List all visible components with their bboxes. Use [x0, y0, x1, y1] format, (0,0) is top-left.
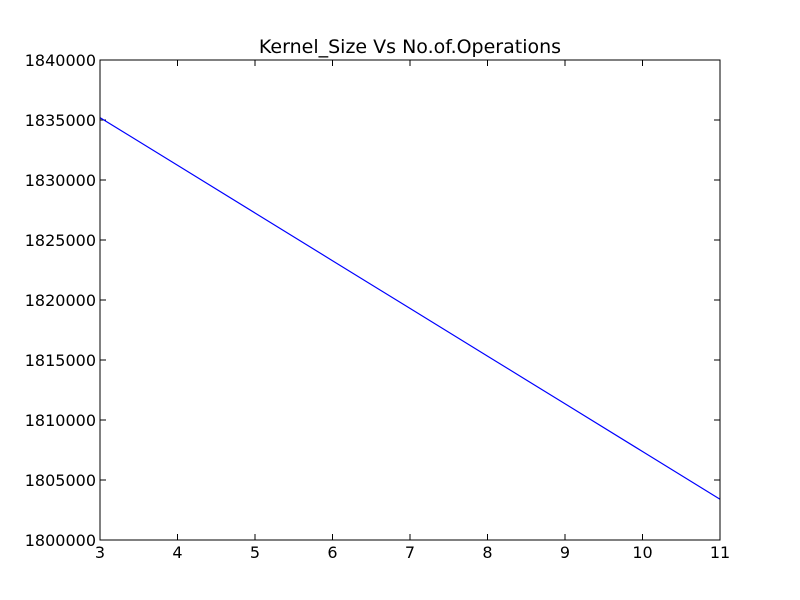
- y-tick-label: 1815000: [25, 351, 96, 370]
- plot-frame: [99, 59, 721, 541]
- y-tick-label: 1820000: [25, 291, 96, 310]
- y-tick-label: 1840000: [25, 51, 96, 70]
- tick-labels: 3 4 5 6 7 8 9 10 11 1800000 1805000 1810000 1815000 1…: [25, 51, 730, 562]
- series-line: [99, 117, 721, 500]
- y-tick-label: 1835000: [25, 111, 96, 130]
- series-group: [99, 117, 721, 500]
- y-tick-label: 1810000: [25, 411, 96, 430]
- y-tick-label: 1825000: [25, 231, 96, 250]
- x-tick-label: 7: [405, 543, 415, 562]
- x-tick-label: 10: [632, 543, 652, 562]
- x-tick-label: 6: [327, 543, 337, 562]
- y-tick-label: 1800000: [25, 531, 96, 550]
- x-tick-label: 4: [172, 543, 182, 562]
- y-tick-label: 1830000: [25, 171, 96, 190]
- x-tick-label: 9: [560, 543, 570, 562]
- x-tick-label: 3: [95, 543, 105, 562]
- chart-title: Kernel_Size Vs No.of.Operations: [259, 36, 561, 58]
- x-tick-label: 5: [250, 543, 260, 562]
- x-tick-label: 8: [482, 543, 492, 562]
- y-tick-label: 1805000: [25, 471, 96, 490]
- x-tick-label: 11: [710, 543, 730, 562]
